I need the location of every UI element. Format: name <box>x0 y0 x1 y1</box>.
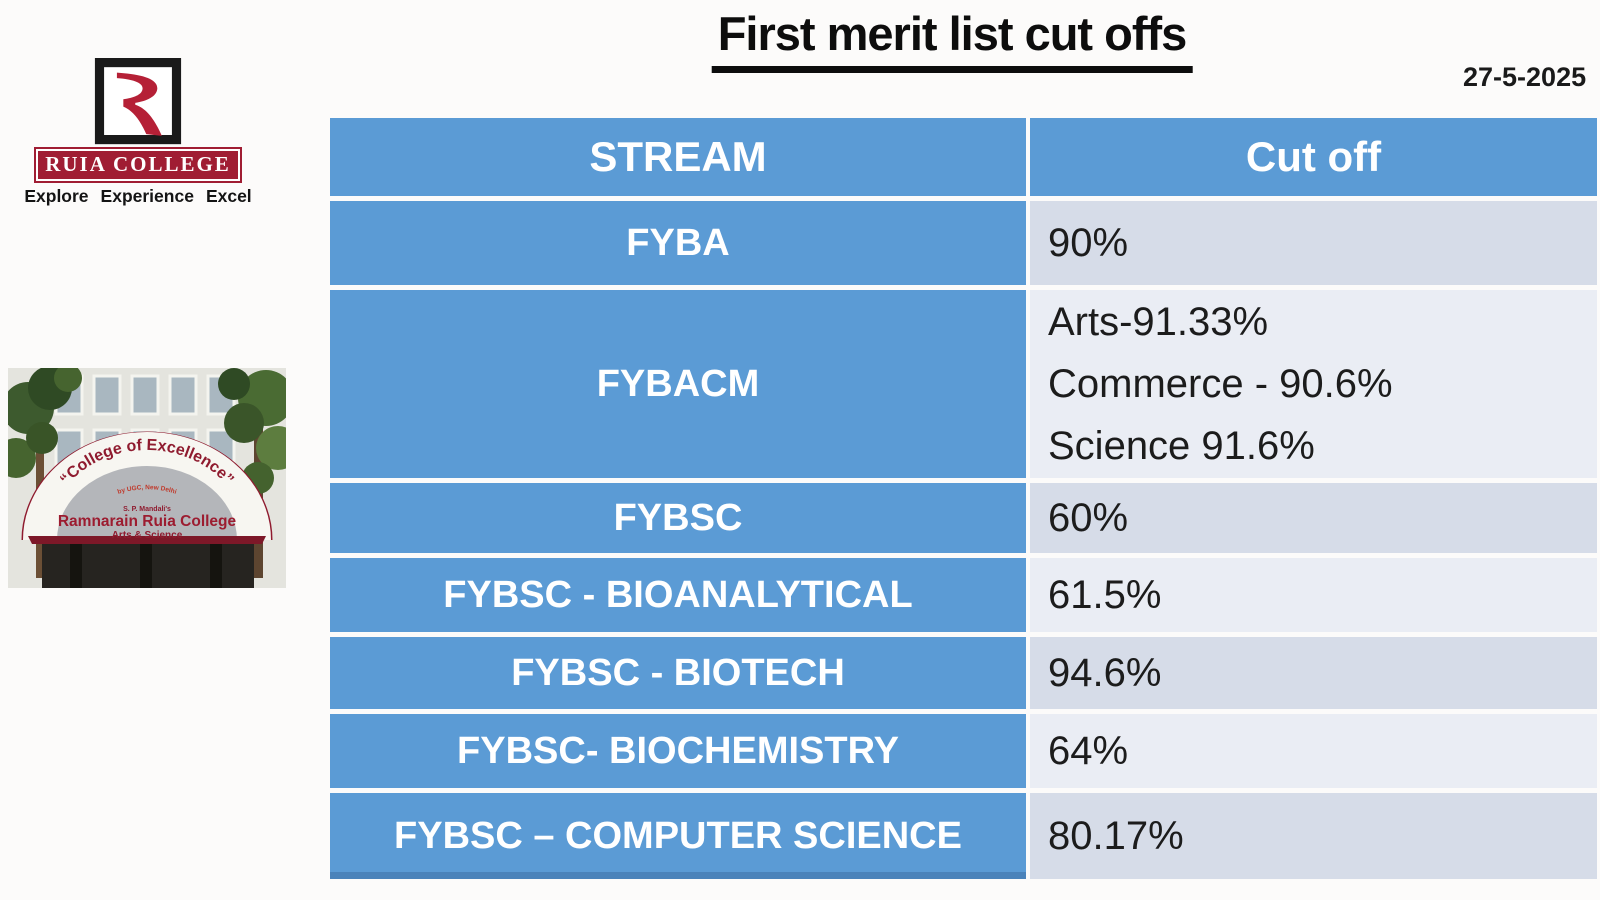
arch-trust-text: S. P. Mandali's <box>123 506 171 513</box>
column-header-stream: STREAM <box>330 118 1026 196</box>
table-row: FYBSC- BIOCHEMISTRY 64% <box>330 714 1597 788</box>
college-tagline: Explore Experience Excel <box>24 186 251 207</box>
campus-photo-illustration: “College of Excellence” by UGC, New Delh… <box>8 368 286 588</box>
tagline-word: Excel <box>205 186 252 206</box>
stream-name: FYBSC <box>330 483 1026 553</box>
stream-name: FYBA <box>330 201 1026 285</box>
cutoff-value: 61.5% <box>1030 558 1597 632</box>
cutoff-value: 90% <box>1030 201 1597 285</box>
tagline-word: Explore <box>24 186 89 206</box>
cutoff-value: 94.6% <box>1030 637 1597 709</box>
cutoff-value: Arts-91.33% Commerce - 90.6% Science 91.… <box>1030 290 1597 478</box>
cutoff-value: 60% <box>1030 483 1597 553</box>
table-row: FYBSC – COMPUTER SCIENCE 80.17% <box>330 793 1597 879</box>
arch-subtitle-text: Arts & Science <box>112 530 183 541</box>
ruia-r-emblem-icon <box>94 58 182 145</box>
notice-date: 27-5-2025 <box>1463 62 1587 92</box>
svg-text:by UGC, New Delhi: by UGC, New Delhi <box>117 484 178 496</box>
table-row: FYBACM Arts-91.33% Commerce - 90.6% Scie… <box>330 290 1597 478</box>
college-name-band: RUIA COLLEGE <box>36 149 240 181</box>
arch-college-text: Ramnarain Ruia College <box>58 513 237 530</box>
table-row: FYBA 90% <box>330 201 1597 285</box>
cutoff-table: STREAM Cut off FYBA 90% FYBACM Arts-91.3… <box>330 118 1597 879</box>
stream-name: FYBSC - BIOANALYTICAL <box>330 558 1026 632</box>
cutoff-value: 64% <box>1030 714 1597 788</box>
page-title: First merit list cut offs <box>711 6 1193 73</box>
table-row: FYBSC - BIOANALYTICAL 61.5% <box>330 558 1597 632</box>
stream-name: FYBSC- BIOCHEMISTRY <box>330 714 1026 788</box>
stream-name: FYBACM <box>330 290 1026 478</box>
cutoff-value: 80.17% <box>1030 793 1597 879</box>
stream-name: FYBSC – COMPUTER SCIENCE <box>330 793 1026 879</box>
stream-name: FYBSC - BIOTECH <box>330 637 1026 709</box>
table-row: FYBSC 60% <box>330 483 1597 553</box>
college-logo: RUIA COLLEGE Explore Experience Excel <box>24 58 252 207</box>
tagline-word: Experience <box>100 186 194 206</box>
campus-photo: “College of Excellence” by UGC, New Delh… <box>8 368 286 588</box>
column-header-cutoff: Cut off <box>1030 118 1597 196</box>
table-row: FYBSC - BIOTECH 94.6% <box>330 637 1597 709</box>
table-header-row: STREAM Cut off <box>330 118 1597 196</box>
arch-byline-text: by UGC, New Delhi <box>117 484 178 496</box>
